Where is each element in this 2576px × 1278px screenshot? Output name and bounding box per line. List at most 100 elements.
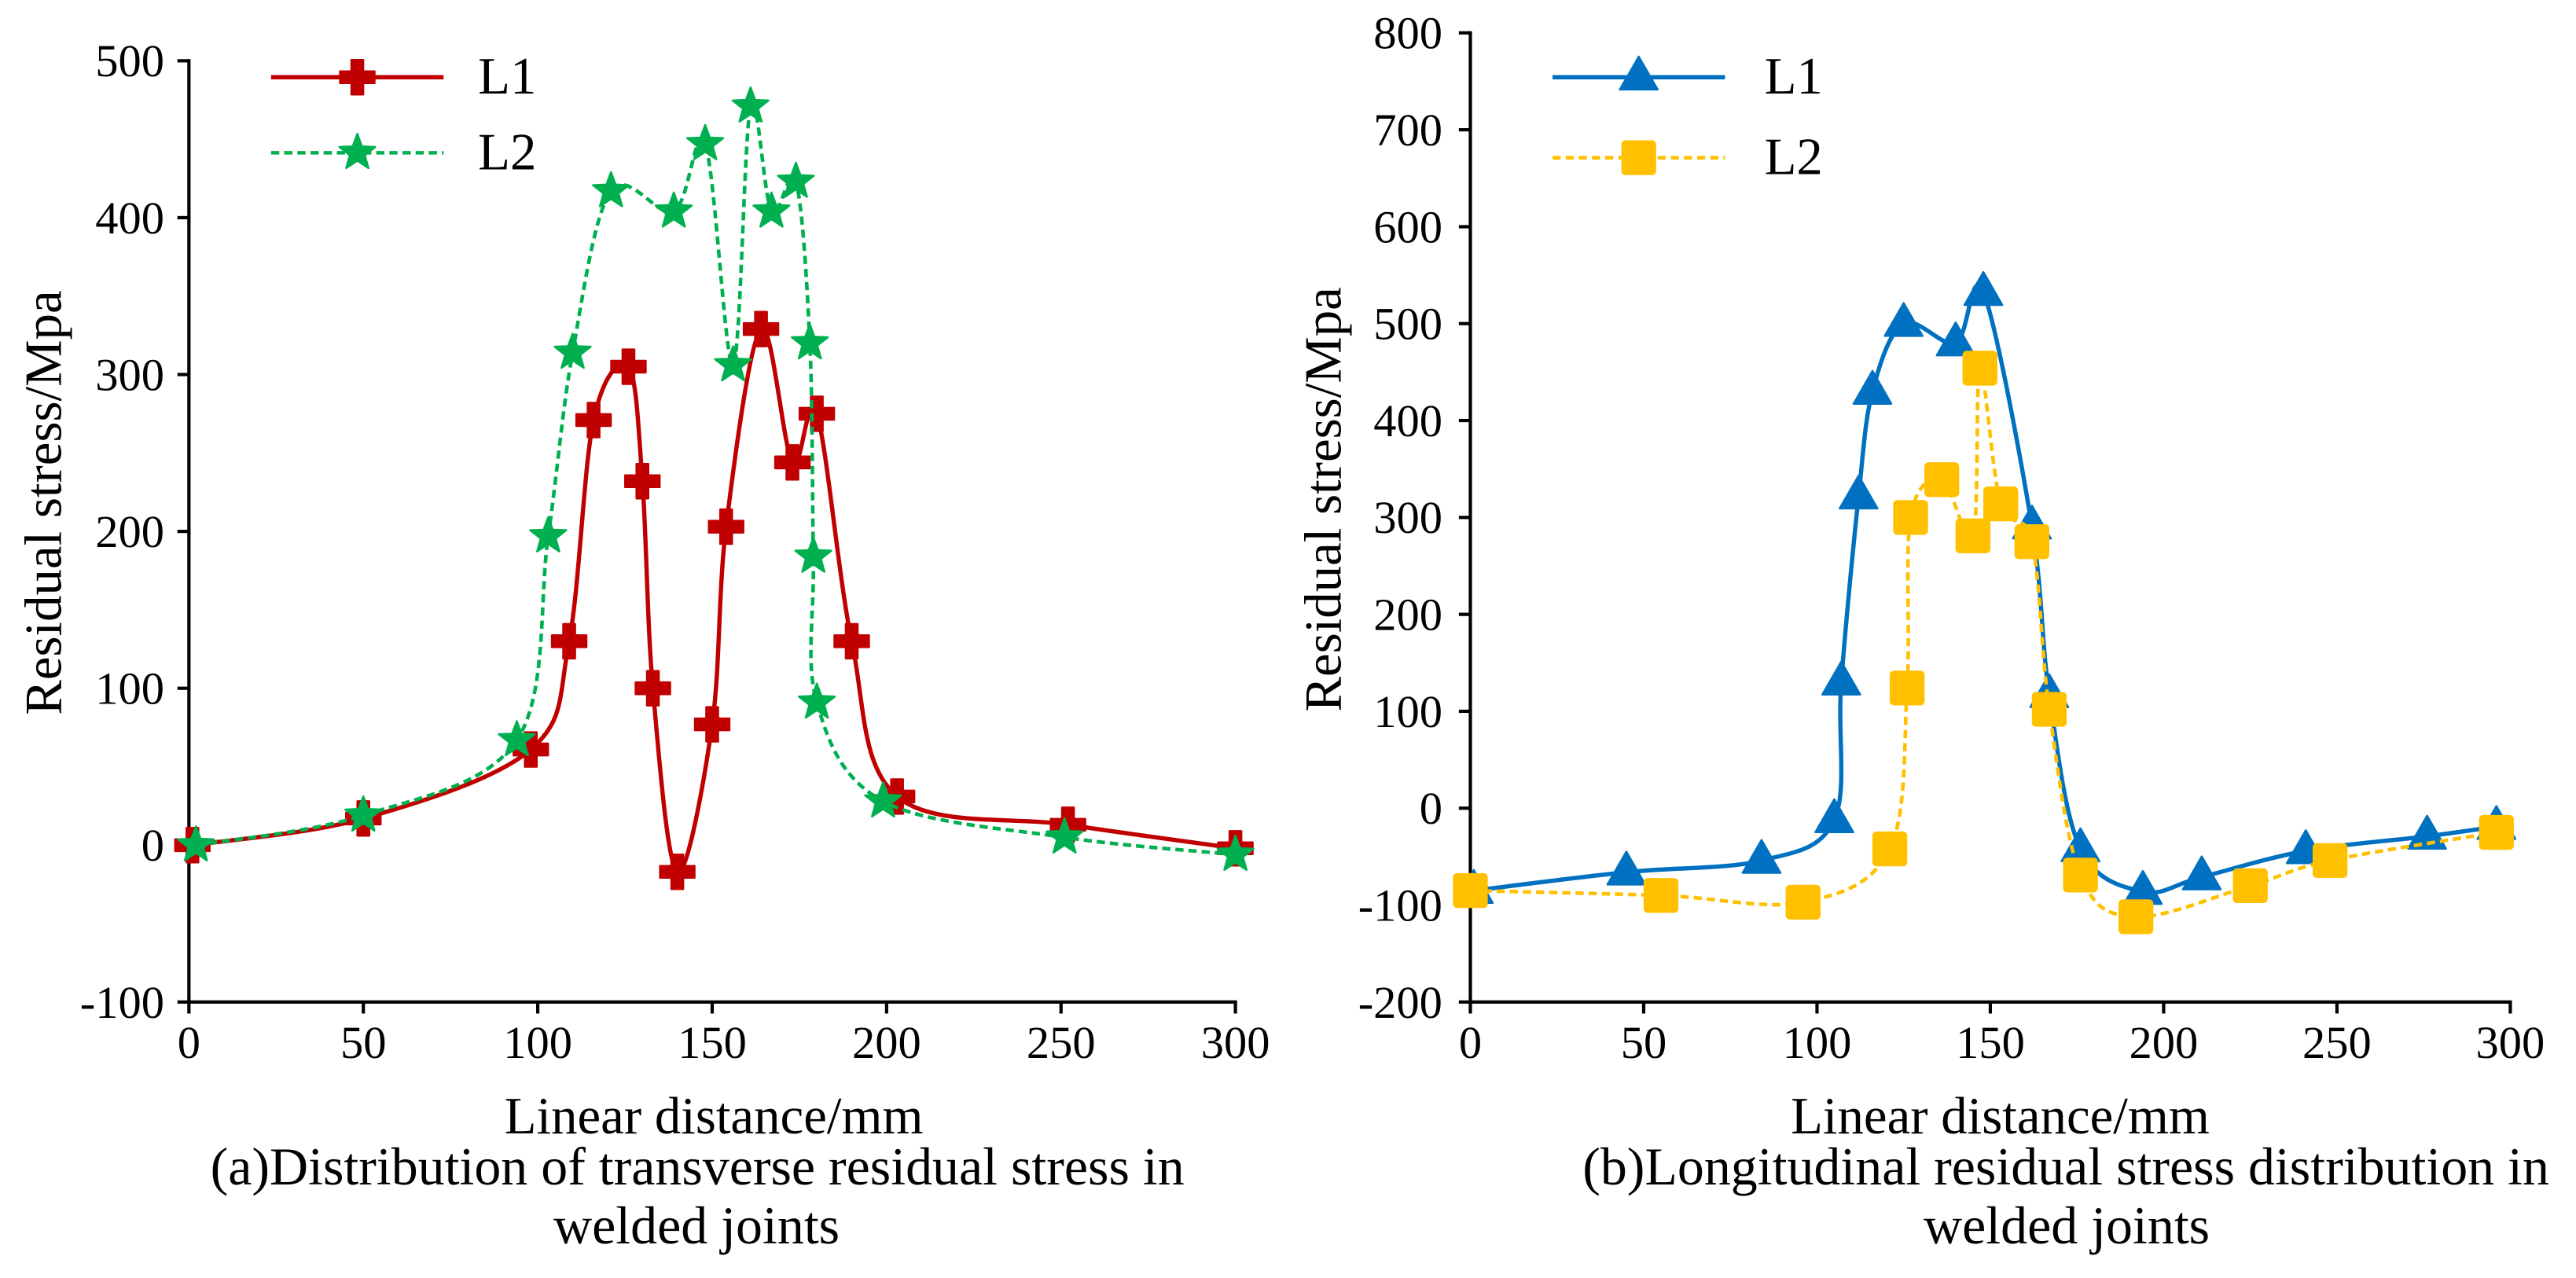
panel-a-y-tick-label: 200: [95, 506, 164, 557]
panel-a-series-l1-point: [575, 402, 612, 439]
panel-a-x-tick-label: 200: [852, 1017, 921, 1068]
panel-b-series-l2-point: [1889, 670, 1925, 706]
panel-a-plot-area: 0 50 100 150 200 250 300 -100 0 100 200 300 400 500: [80, 35, 1270, 1068]
panel-a-series-l2-point: [791, 323, 829, 360]
panel-a-series-l1-point: [610, 348, 647, 385]
panel-a-series-l2-point: [1045, 817, 1084, 854]
panel-b-series-l2-point: [2232, 868, 2268, 904]
panel-b-series-l1-point: [1741, 839, 1782, 874]
panel-b-legend: L1 L2: [1765, 47, 1823, 185]
panel-b-series-l2-point: [2312, 843, 2348, 879]
panel-a-caption-line-2: welded joints: [553, 1195, 840, 1255]
panel-a-y-tick-label: 100: [95, 663, 164, 714]
panel-a-series-l2-point: [731, 86, 770, 123]
panel-b-x-tick-label: 250: [2302, 1017, 2372, 1068]
panel-a-series-l2-point: [752, 191, 791, 228]
panel-b-series-l1-point: [1839, 474, 1879, 510]
panel-b-series-l2-line: [1470, 366, 2497, 919]
panel-b-series-l1-point: [2181, 855, 2222, 891]
panel-b-series-l2-point: [2014, 524, 2050, 560]
panel-a-series-l2-point: [177, 824, 215, 861]
panel-a-y-tick-label: -100: [80, 977, 164, 1028]
panel-a-series-l2-point: [864, 781, 902, 818]
panel-a-series-l2-point: [777, 161, 815, 198]
panel-b-series-l1-point: [1883, 302, 1924, 337]
panel-b-series-l2-point: [1643, 878, 1679, 913]
panel-b-legend-label-l2: L2: [1765, 128, 1823, 186]
panel-b-series-l1-point: [1821, 660, 1861, 696]
panel-b-series-l2-point: [1955, 518, 1991, 553]
panel-b-y-tick-label: 800: [1373, 8, 1442, 59]
panel-a-series-l1-point: [707, 508, 744, 545]
panel-b-x-tick-label: 100: [1783, 1017, 1852, 1068]
panel-b-series-l2-point: [2479, 814, 2514, 850]
panel-b-series-l2-point: [2031, 692, 2067, 727]
panel-a-series-l2-point: [553, 332, 592, 369]
panel-b-series-l1-point: [1963, 270, 2004, 307]
panel-a-legend-label-l2: L2: [478, 123, 536, 181]
panel-b-y-tick-label: -100: [1358, 880, 1442, 931]
panel-a-transverse-stress-chart: 0 50 100 150 200 250 300 -100 0 100 200 300 400 500 L…: [14, 35, 1270, 1255]
panel-b-series-l1-point: [1935, 321, 1976, 357]
panel-a-series-l2-point: [529, 516, 568, 553]
panel-b-y-tick-label: 500: [1373, 299, 1442, 350]
panel-b-series-l2-point: [1893, 500, 1928, 535]
panel-b-x-axis-label: Linear distance/mm: [1791, 1087, 2210, 1145]
panel-a-series-l1-point: [634, 670, 671, 707]
panel-b-series-l2-point: [1453, 872, 1488, 909]
panel-a-x-tick-label: 300: [1201, 1017, 1270, 1068]
panel-a-series-l1-point: [550, 622, 588, 660]
panel-b-series-l1-point: [1814, 798, 1854, 833]
panel-a-y-tick-label: 500: [95, 35, 164, 86]
panel-b-caption-line-1: (b)Longitudinal residual stress distribu…: [1582, 1137, 2549, 1196]
panel-a-series-l2-point: [1216, 834, 1255, 871]
panel-b-series-l1-point: [2407, 814, 2447, 850]
panel-b-x-tick-label: 150: [1956, 1017, 2025, 1068]
panel-b-y-tick-label: 400: [1373, 395, 1442, 446]
panel-b-legend-label-l1: L1: [1765, 47, 1823, 105]
panel-a-series-l1-point: [833, 622, 870, 660]
panel-b-plot-area: 0 50 100 150 200 250 300 -200 -100 0 100 200 300 400 5…: [1358, 8, 2545, 1068]
panel-b-y-tick-label: -200: [1358, 977, 1442, 1028]
panel-a-series-l2-point: [714, 345, 752, 382]
panel-b-caption-line-2: welded joints: [1924, 1195, 2210, 1255]
panel-a-y-tick-label: 300: [95, 349, 164, 400]
panel-a-series-l1-point: [742, 310, 780, 347]
panel-a-series-l2-point: [797, 682, 836, 719]
panel-a-legend-star-marker-icon: [338, 133, 377, 170]
panel-a-legend-plus-marker-icon: [339, 59, 376, 96]
panel-b-y-tick-label: 200: [1373, 589, 1442, 641]
panel-a-x-tick-label: 250: [1027, 1017, 1096, 1068]
panel-b-series-l2-point: [1872, 831, 1908, 867]
panel-a-series-l2-point: [344, 795, 383, 832]
panel-a-series-l2-point: [592, 171, 630, 207]
panel-b-x-tick-label: 200: [2130, 1017, 2199, 1068]
panel-b-x-tick-label: 50: [1621, 1017, 1667, 1068]
panel-b-series-l2-point: [1785, 884, 1821, 920]
panel-a-x-axis-label: Linear distance/mm: [505, 1087, 924, 1145]
panel-b-x-tick-label: 300: [2476, 1017, 2545, 1068]
panel-b-series-l1-point: [1606, 850, 1647, 886]
panel-a-series-l1-point: [624, 463, 661, 500]
panel-b-legend-square-marker-icon: [1621, 140, 1656, 175]
panel-a-x-tick-label: 0: [178, 1017, 200, 1068]
panel-a-series-l1-point: [798, 395, 836, 432]
panel-b-series-l2-point: [2063, 858, 2098, 893]
panel-a-legend-label-l1: L1: [478, 47, 536, 105]
panel-a-series-l1-line: [192, 326, 1237, 874]
panel-a-y-tick-label: 0: [141, 820, 164, 871]
panel-a-x-tick-label: 100: [503, 1017, 572, 1068]
panel-b-series-l1-point: [1852, 369, 1893, 405]
panel-b-series-l2-point: [1983, 486, 2019, 522]
panel-b-y-tick-label: 700: [1373, 105, 1442, 156]
panel-a-legend: L1 L2: [478, 47, 536, 181]
panel-a-series-l1-point: [1049, 806, 1086, 843]
panel-b-y-tick-label: 600: [1373, 201, 1442, 252]
panel-a-series-l1-point: [693, 706, 731, 743]
panel-b-series-l2-point: [1924, 462, 1960, 498]
panel-b-y-tick-label: 0: [1420, 783, 1442, 834]
panel-b-y-axis-label: Residual stress/Mpa: [1294, 287, 1352, 711]
panel-a-y-tick-label: 400: [95, 193, 164, 244]
panel-a-series-l1-point: [774, 444, 811, 481]
